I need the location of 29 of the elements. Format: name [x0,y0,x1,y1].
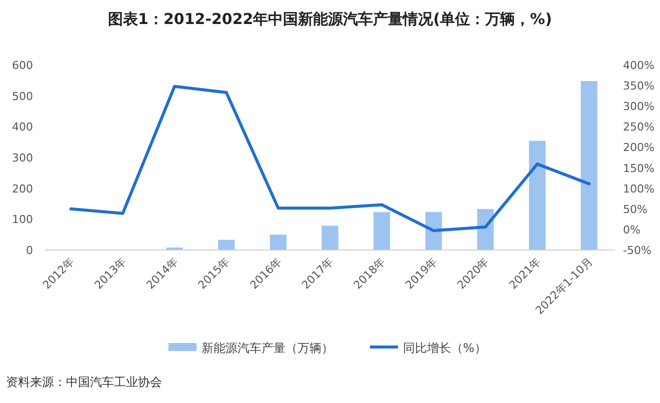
bar [322,226,338,250]
bar [270,234,286,250]
bar [374,212,390,250]
y2-tick-label: 250% [623,120,654,134]
y2-tick-label: 0% [623,223,640,236]
bar [218,240,235,250]
y2-tick-label: 300% [623,100,654,114]
line-series [69,84,591,232]
y2-tick-label: 100% [623,182,654,196]
chart-title: 图表1：2012-2022年中国新能源汽车产量情况(单位：万辆，%) [108,10,552,28]
legend-label: 同比增长（%） [403,341,486,355]
y2-tick-label: 50% [623,202,648,216]
bar [425,212,442,250]
y2-tick-label: 200% [623,141,654,154]
y2-tick-label: -50% [623,244,652,257]
bar [580,81,598,250]
y-tick-label: 300 [12,152,33,164]
y2-tick-label: 350% [623,80,654,93]
bar [528,140,546,250]
y-tick-label: 0 [26,244,33,257]
y2-tick-label: 400% [623,59,654,72]
y-tick-label: 200 [12,182,33,196]
text: 资料来源：中国汽车工业协会 [6,375,162,389]
legend-label: 新能源汽车产量（万辆） [202,341,334,355]
y2-tick-label: 150% [623,162,654,175]
y-tick-label: 100 [12,213,33,226]
y-tick-label: 600 [12,59,33,72]
y-tick-label: 500 [12,90,33,103]
y-tick-label: 400 [12,120,33,134]
